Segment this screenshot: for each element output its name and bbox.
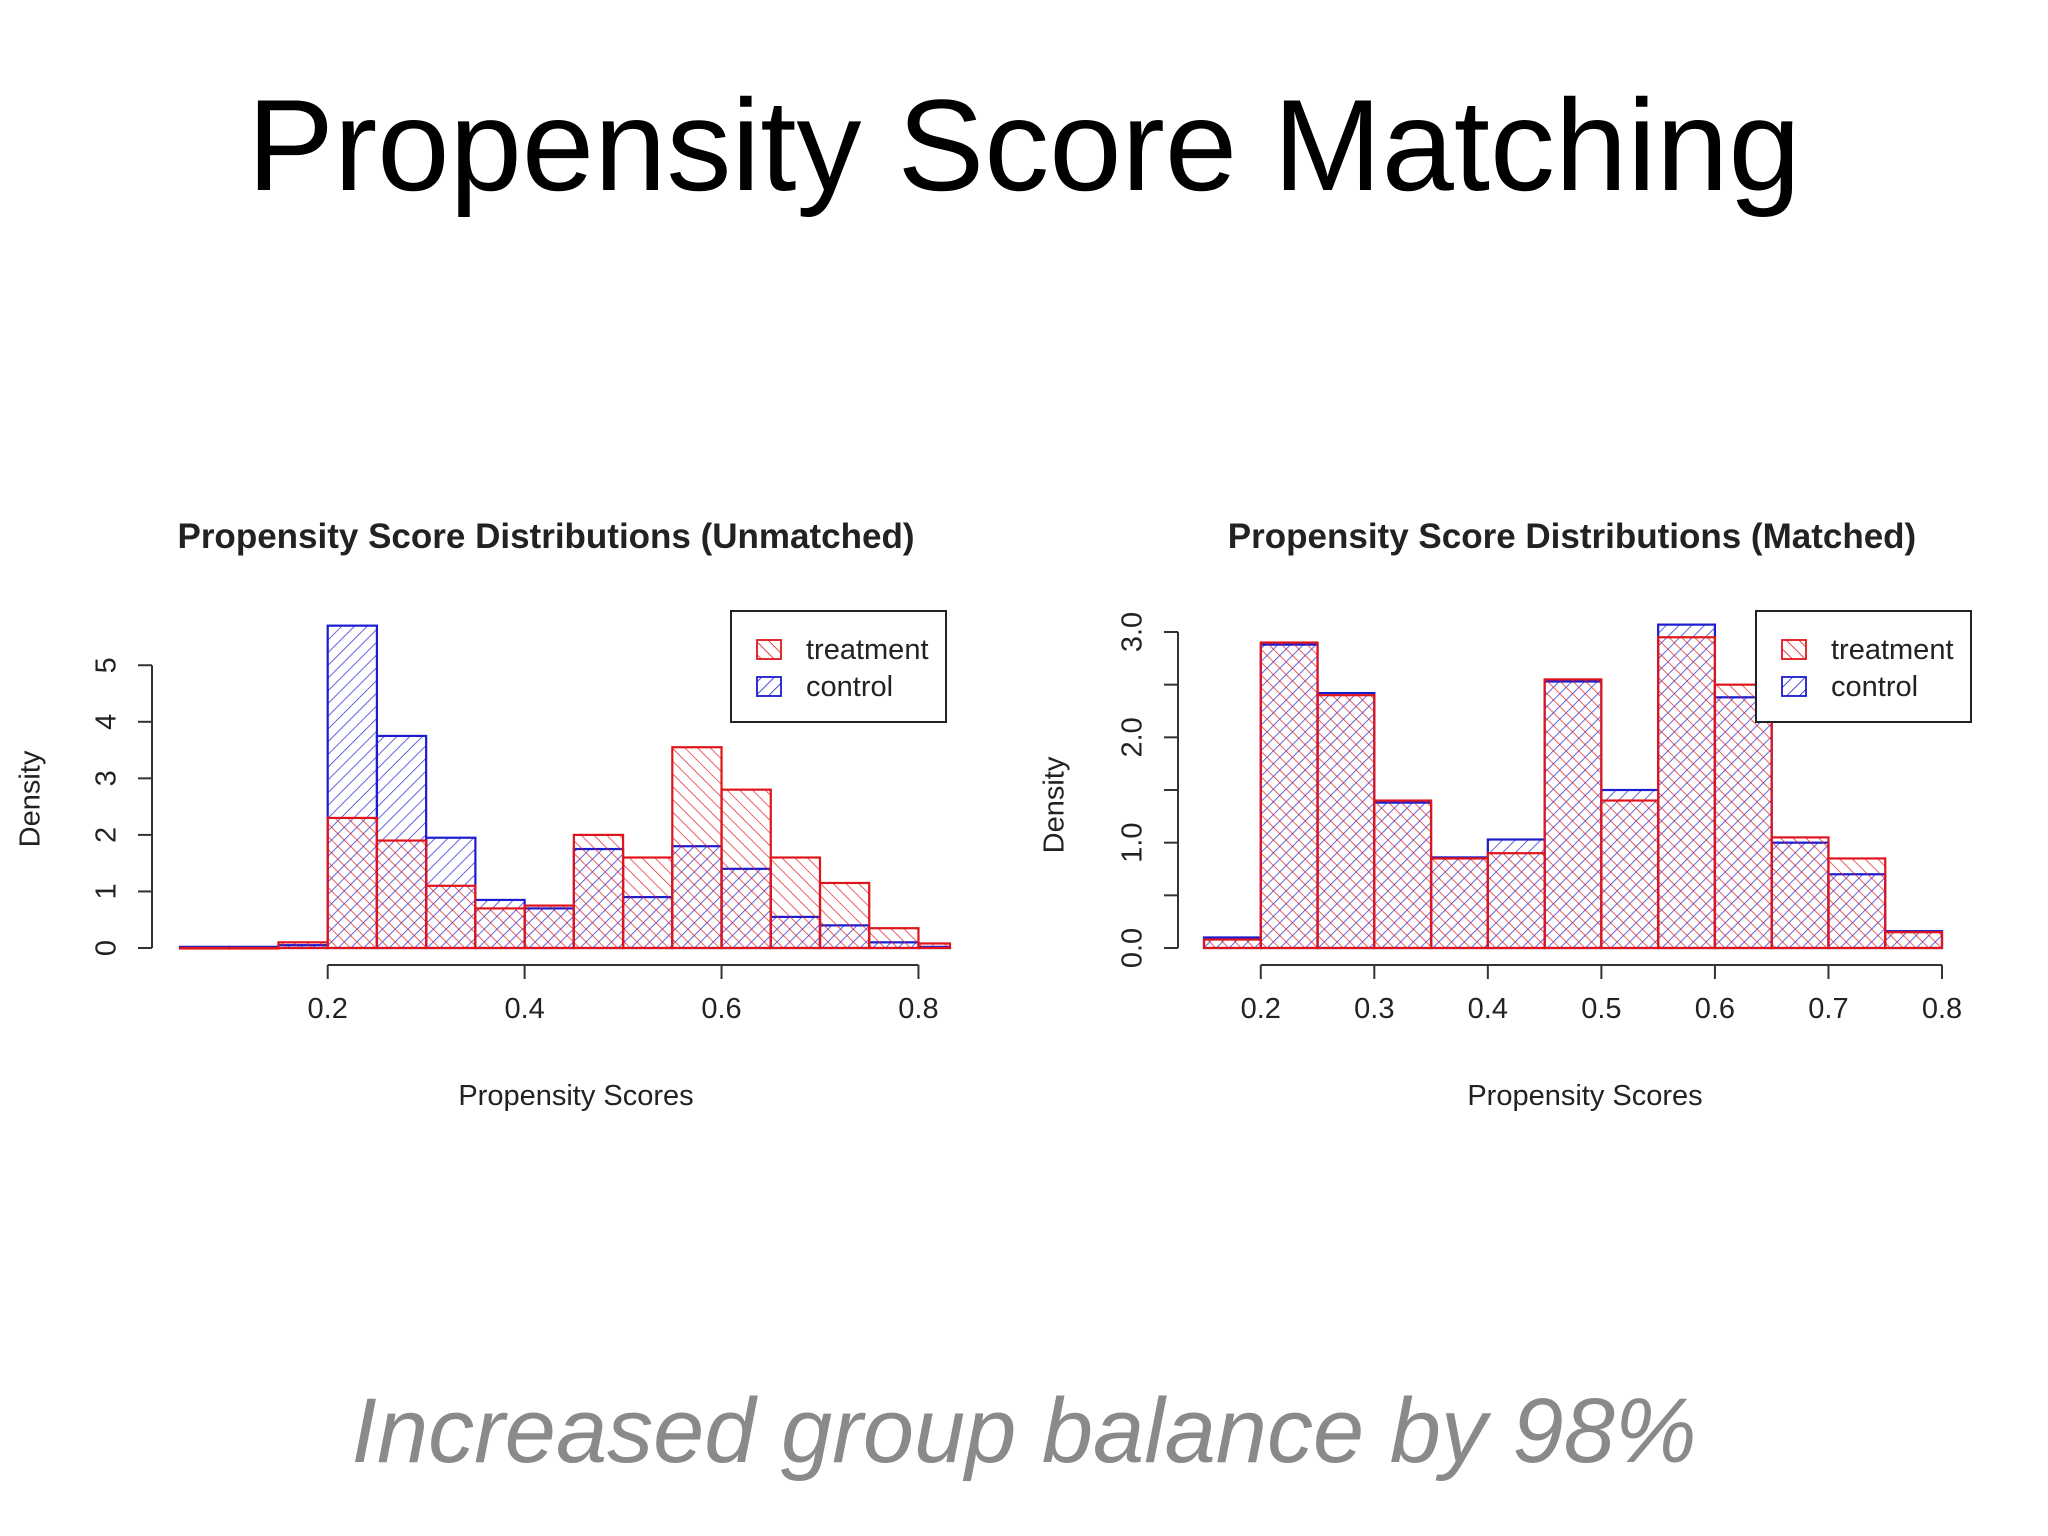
slide-subtitle: Increased group balance by 98% — [351, 1380, 1697, 1482]
x-tick-label: 0.8 — [1922, 993, 1962, 1025]
chart-unmatched: Propensity Score Distributions (Unmatche… — [15, 517, 952, 1112]
legend-swatch-treatment — [1781, 639, 1807, 660]
x-tick-label: 0.3 — [1354, 993, 1394, 1025]
legend-box — [1755, 610, 1972, 723]
y-axis-label: Density — [15, 750, 47, 847]
bar-treatment — [917, 942, 952, 950]
bar-treatment — [1486, 852, 1546, 950]
legend-label-treatment: treatment — [806, 634, 929, 666]
legend-label-treatment: treatment — [1831, 634, 1954, 666]
x-tick-label: 0.4 — [504, 993, 544, 1025]
bar-treatment — [1543, 678, 1603, 950]
bar-treatment — [1202, 938, 1262, 950]
x-tick-label: 0.2 — [308, 993, 348, 1025]
bar-treatment — [523, 904, 575, 950]
y-axis-label: Density — [1039, 756, 1071, 853]
chart-title: Propensity Score Distributions (Matched) — [1228, 517, 1916, 556]
bar-treatment — [375, 839, 428, 950]
bar-treatment — [425, 884, 477, 950]
bar-treatment — [572, 833, 625, 950]
legend-label-control: control — [1831, 671, 1918, 703]
y-tick-label: 0 — [91, 940, 123, 956]
slide-title: Propensity Score Matching — [247, 72, 1801, 218]
legend-box — [730, 610, 947, 723]
y-tick-label: 4 — [91, 714, 123, 730]
bar-treatment — [1770, 836, 1830, 950]
y-tick-label: 2.0 — [1117, 717, 1149, 757]
y-tick-label: 3.0 — [1117, 612, 1149, 652]
legend-swatch-control — [756, 676, 782, 697]
bar-treatment — [277, 941, 329, 950]
bar-treatment — [1429, 857, 1489, 950]
x-tick-label: 0.2 — [1241, 993, 1281, 1025]
x-tick-label: 0.6 — [701, 993, 741, 1025]
legend-swatch-treatment — [756, 639, 782, 660]
bar-treatment — [474, 907, 526, 950]
bar-treatment — [228, 946, 280, 950]
bar-treatment — [868, 927, 920, 950]
bar-treatment — [1827, 857, 1887, 950]
bar-treatment — [1884, 931, 1944, 950]
bar-treatment — [1657, 636, 1717, 950]
bar-treatment — [1373, 799, 1433, 950]
x-tick-label: 0.4 — [1468, 993, 1508, 1025]
x-tick-label: 0.6 — [1695, 993, 1735, 1025]
bar-treatment — [1600, 799, 1660, 950]
y-tick-label: 1 — [91, 883, 123, 899]
x-tick-label: 0.7 — [1808, 993, 1848, 1025]
bar-treatment — [621, 856, 674, 950]
bar-treatment — [769, 856, 822, 950]
bar-treatment — [1259, 641, 1319, 950]
bar-treatment — [178, 946, 231, 950]
bar-treatment — [1316, 694, 1376, 950]
y-tick-label: 1.0 — [1117, 823, 1149, 863]
chart-title: Propensity Score Distributions (Unmatche… — [177, 517, 914, 556]
x-axis-label: Propensity Scores — [1467, 1080, 1702, 1112]
legend-swatch-control — [1781, 676, 1807, 697]
bar-treatment — [671, 746, 723, 950]
y-tick-label: 2 — [91, 827, 123, 843]
chart-matched: Propensity Score Distributions (Matched)… — [1039, 517, 1972, 1112]
x-tick-label: 0.8 — [898, 993, 938, 1025]
legend-label-control: control — [806, 671, 893, 703]
y-tick-label: 5 — [91, 657, 123, 673]
bar-treatment — [720, 788, 772, 950]
y-tick-label: 3 — [91, 770, 123, 786]
bar-treatment — [818, 881, 871, 950]
bar-treatment — [1713, 683, 1773, 950]
x-axis-label: Propensity Scores — [458, 1080, 693, 1112]
y-tick-label: 0.0 — [1117, 928, 1149, 968]
bar-treatment — [326, 816, 379, 950]
x-tick-label: 0.5 — [1581, 993, 1621, 1025]
